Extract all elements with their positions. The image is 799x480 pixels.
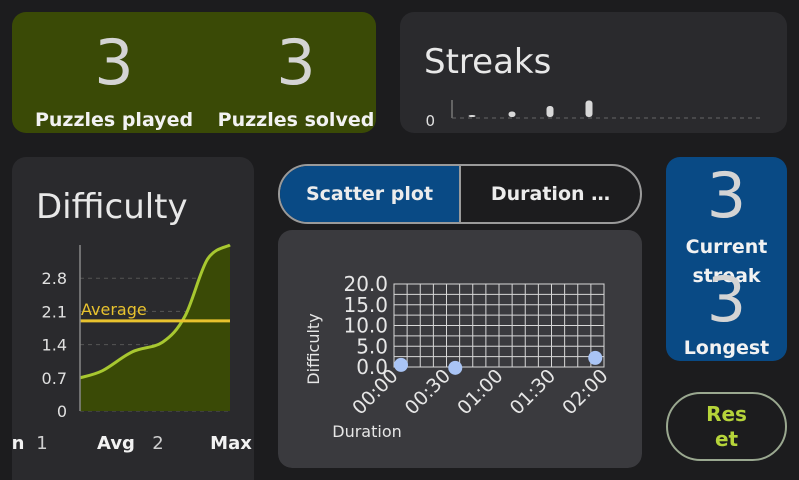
tab-scatter-plot[interactable]: Scatter plot <box>280 166 459 222</box>
scatter-y-tick: 20.0 <box>343 272 388 296</box>
scatter-y-tick: 5.0 <box>356 334 388 358</box>
streak-bar <box>508 111 516 117</box>
difficulty-average-label: Average <box>81 300 147 319</box>
streaks-y-tick: 0 <box>425 112 435 130</box>
puzzles-solved-value: 3 <box>276 26 316 99</box>
puzzles-played-value: 3 <box>94 26 134 99</box>
difficulty-y-tick: 0.7 <box>42 369 67 388</box>
chart-type-toggle[interactable]: Scatter plot Duration … <box>278 164 642 224</box>
difficulty-y-ticks: 2.8 2.1 1.4 0.7 0 <box>42 269 67 421</box>
scatter-x-tick: 01:00 <box>453 365 507 419</box>
puzzles-played-stat: 3 Puzzles played <box>34 12 194 133</box>
streak-bar <box>546 106 554 117</box>
difficulty-curve <box>79 243 231 380</box>
longest-streak-value: 3 <box>706 263 747 336</box>
streaks-chart: 0 <box>425 100 762 130</box>
difficulty-y-tick: 2.8 <box>42 269 67 288</box>
scatter-point <box>448 360 463 375</box>
difficulty-y-tick: 2.1 <box>42 302 67 321</box>
scatter-y-tick: 15.0 <box>343 293 388 317</box>
scatter-grid <box>393 283 605 368</box>
scatter-y-ticks: 20.015.010.05.00.0 <box>343 272 388 379</box>
scatter-x-tick: 00:30 <box>401 365 455 419</box>
difficulty-x-ticks: Min 1 Avg 2 Max <box>12 433 252 454</box>
difficulty-card: Difficulty Average 2.8 2.1 1.4 0.7 0 Min 1 Avg… <box>12 157 254 480</box>
longest-streak-label: Longest streak <box>683 337 770 359</box>
streaks-title: Streaks <box>424 42 552 82</box>
difficulty-x-tick: Min <box>12 433 24 454</box>
scatter-plot-card: 20.0 15.0 10.0 5.0 0.0 00:00 00:30 01:00 01:30 0… <box>278 230 642 468</box>
difficulty-y-tick: 1.4 <box>42 336 67 355</box>
difficulty-x-tick: 1 <box>36 433 47 454</box>
scatter-y-label: Difficulty <box>304 313 323 384</box>
puzzles-played-label: Puzzles played <box>34 109 194 131</box>
current-streak-card: 3 Current streak 3 Longest streak <box>666 157 787 361</box>
difficulty-chart: Average 2.8 2.1 1.4 0.7 0 Min 1 Avg 2 Max <box>12 243 252 454</box>
scatter-points <box>394 350 603 375</box>
scatter-point <box>588 350 603 365</box>
scatter-section: Scatter plot Duration … 20.0 15.0 10.0 5.0 0… <box>278 157 642 468</box>
streaks-card: Streaks 0 <box>400 12 787 133</box>
difficulty-y-tick: 0 <box>57 402 67 421</box>
difficulty-area <box>80 245 230 411</box>
puzzles-solved-label: Puzzles solved <box>217 109 375 131</box>
puzzles-card: 3 Puzzles played 3 Puzzles solved <box>12 12 376 133</box>
difficulty-title: Difficulty <box>36 187 188 227</box>
puzzles-solved-stat: 3 Puzzles solved <box>216 12 376 133</box>
reset-button-label: Reset <box>706 401 747 451</box>
tab-duration[interactable]: Duration … <box>459 166 640 222</box>
scatter-chart: 20.015.010.05.00.0 00:0000:3001:0001:300… <box>304 272 613 441</box>
scatter-x-tick: 02:00 <box>558 365 612 419</box>
scatter-point <box>394 357 408 372</box>
streak-bar <box>468 115 476 117</box>
scatter-y-tick: 10.0 <box>343 314 388 338</box>
current-streak-label: Current streak <box>685 236 768 287</box>
streak-bar <box>585 100 593 117</box>
streaks-bars <box>468 100 593 117</box>
scatter-x-tick: 01:30 <box>506 365 560 419</box>
current-streak-value: 3 <box>706 159 747 232</box>
scatter-y-tick: 0.0 <box>356 355 388 379</box>
difficulty-x-tick: Max <box>210 433 252 454</box>
difficulty-x-tick: Avg <box>97 433 135 454</box>
reset-button[interactable]: Reset <box>666 392 787 461</box>
difficulty-x-tick: 2 <box>152 433 163 454</box>
scatter-x-label: Duration <box>332 422 402 441</box>
